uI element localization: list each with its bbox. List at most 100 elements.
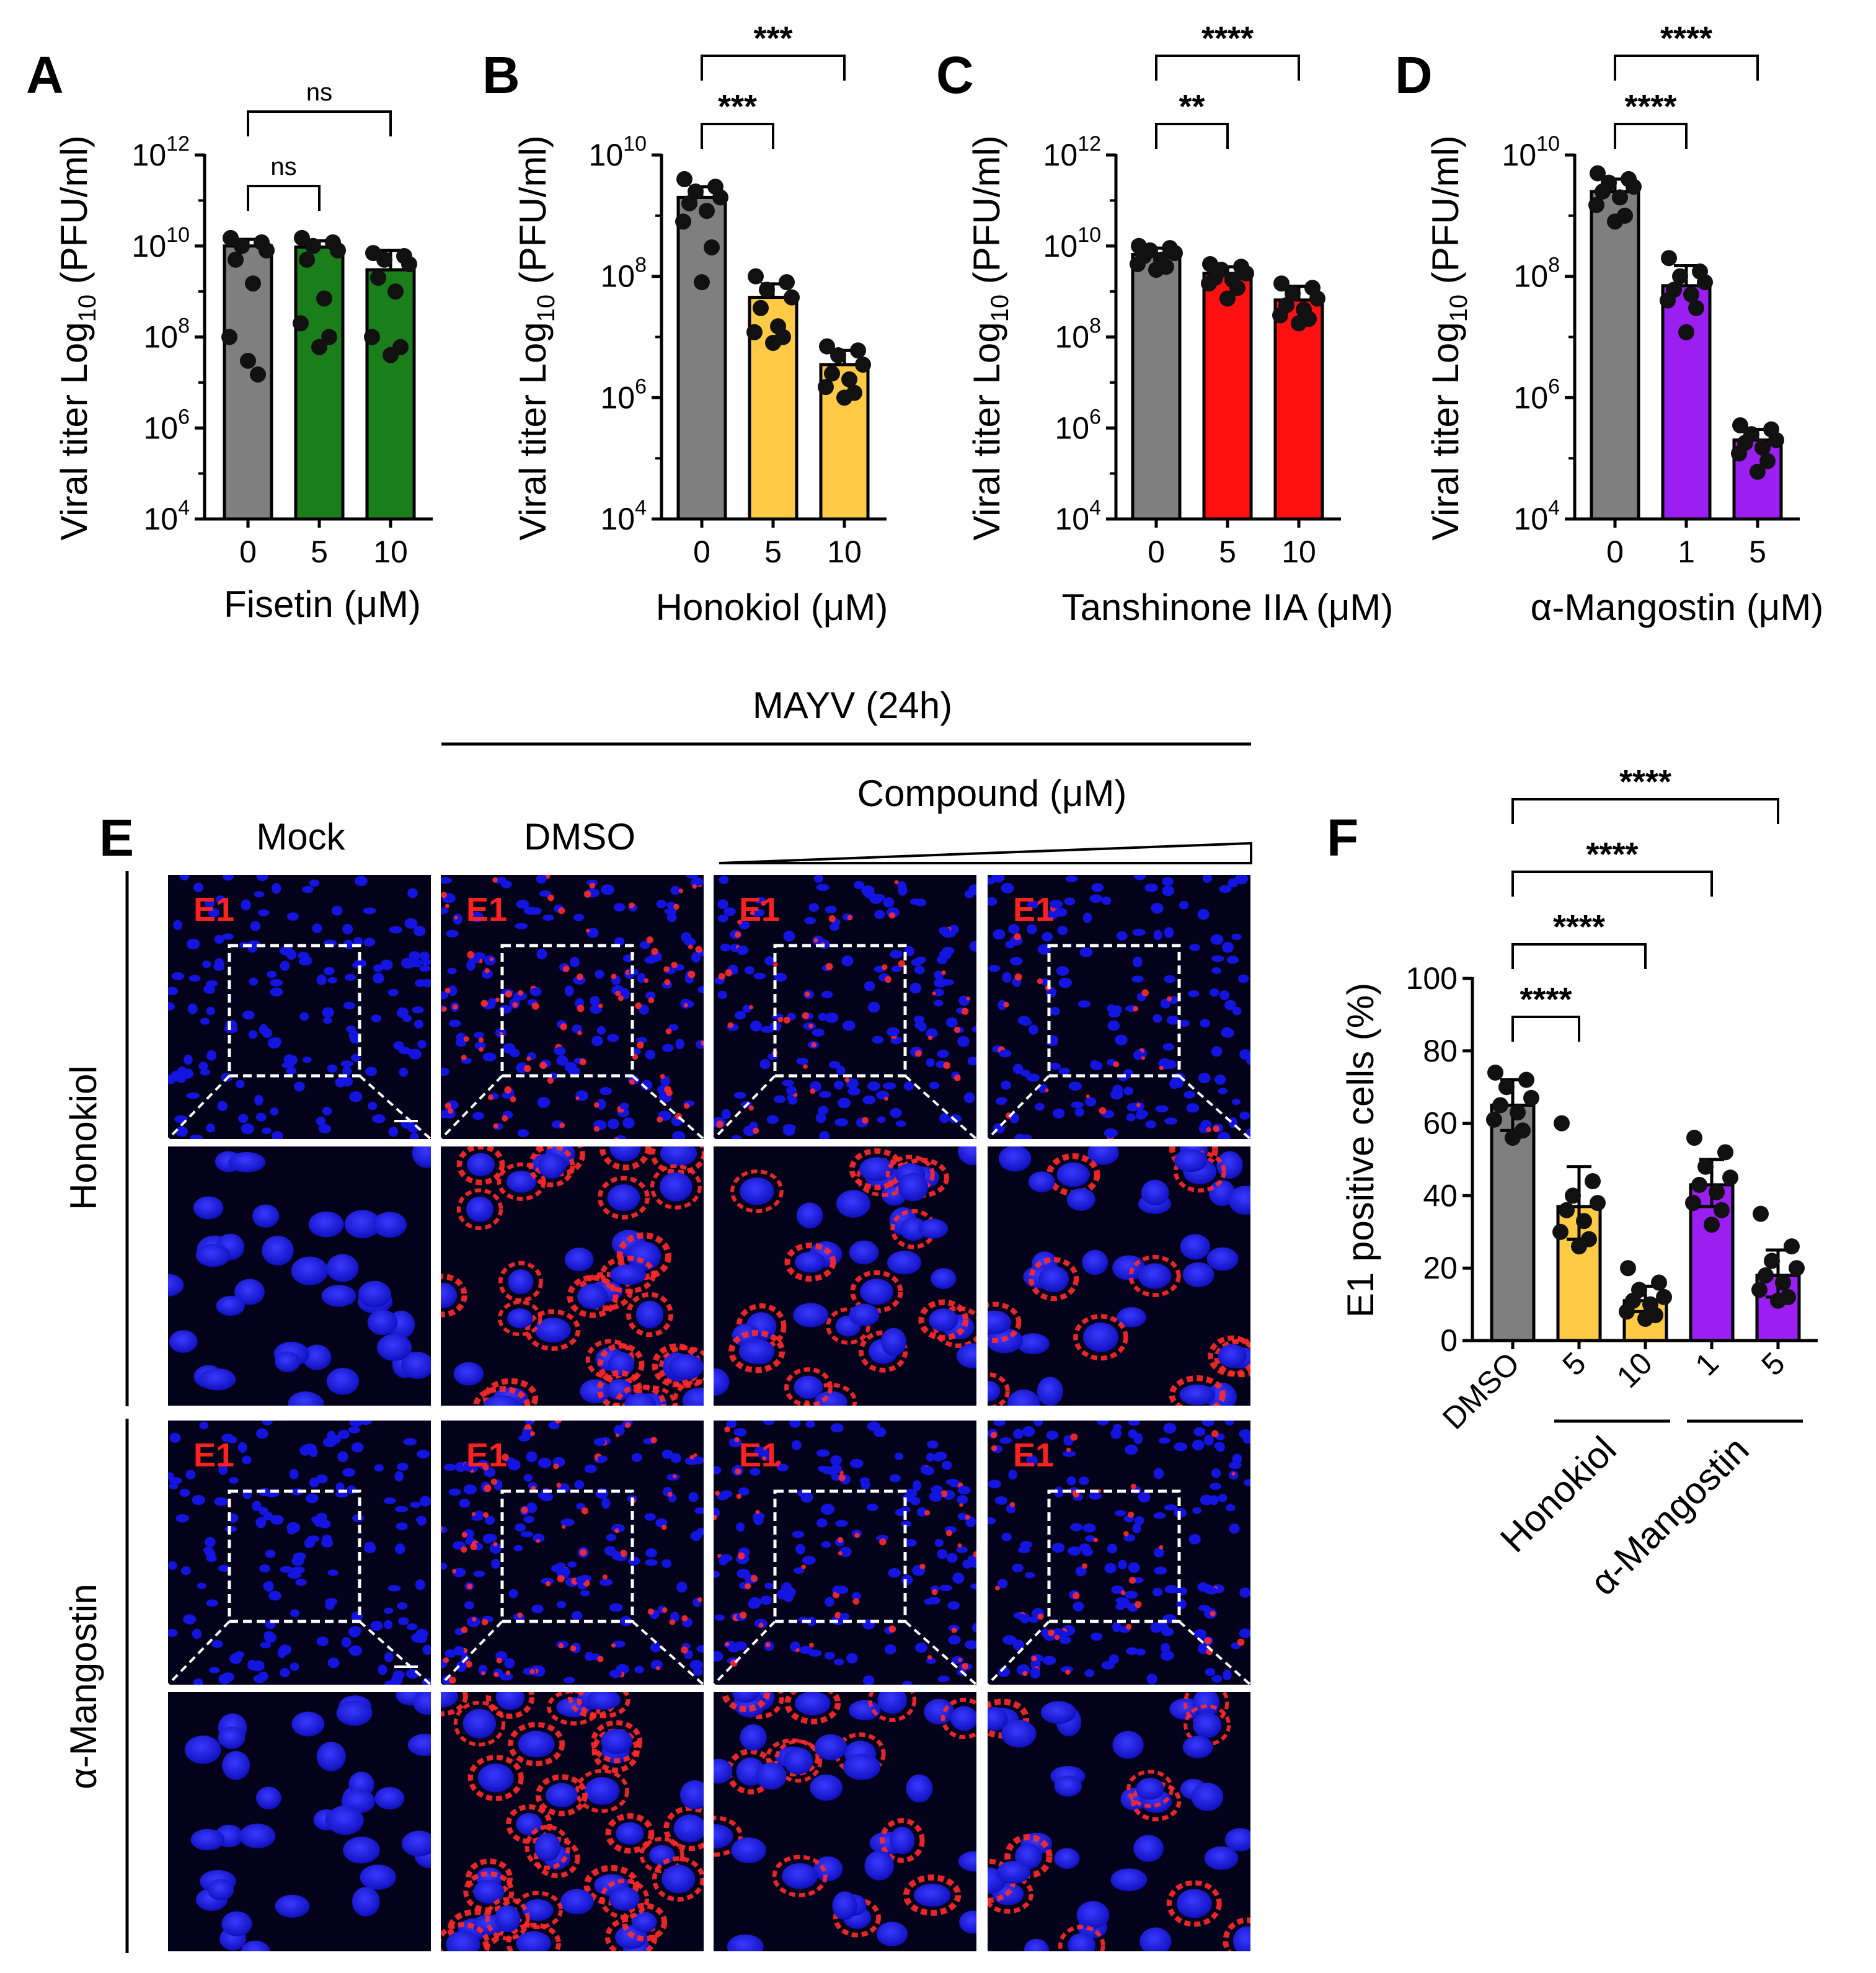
chart-b-ylabel: Viral titer Log10 (PFU/ml): [512, 135, 560, 541]
chart-d-bracket-1: [1614, 55, 1759, 81]
e1-signal: [745, 1583, 751, 1590]
nucleus: [316, 1742, 346, 1771]
nucleus: [302, 1056, 312, 1063]
e1-signal: [504, 1086, 512, 1094]
chart-a: Viral titer Log10 (PFU/ml) Fisetin (μM) …: [53, 79, 433, 625]
e1-signal: [480, 1000, 488, 1007]
nucleus: [927, 1440, 939, 1449]
e1-signal: [1066, 1447, 1071, 1452]
e1-signal: [510, 1096, 516, 1102]
nucleus: [1224, 1828, 1251, 1851]
nucleus: [1214, 1442, 1224, 1450]
e1-signal: [547, 1077, 554, 1084]
nucleus: [327, 1569, 338, 1576]
nucleus: [912, 1480, 922, 1491]
nucleus: [1091, 883, 1104, 892]
nucleus: [307, 1535, 320, 1543]
nucleus: [849, 1303, 880, 1326]
nucleus: [1050, 1007, 1060, 1016]
e1-signal: [1054, 1634, 1060, 1641]
nucleus: [329, 1435, 342, 1444]
nucleus: [690, 1530, 702, 1541]
nucleus: [394, 1471, 404, 1482]
e1-signal: [661, 1607, 668, 1613]
nucleus: [1215, 1074, 1226, 1085]
e1-signal: [678, 888, 684, 893]
e1-signal: [506, 1804, 552, 1844]
e1-signal: [987, 1372, 1010, 1406]
chart-a-significance-0: ns: [270, 153, 296, 180]
nucleus: [195, 1244, 231, 1267]
nucleus: [1076, 1901, 1110, 1929]
e1-signal: [959, 1503, 963, 1507]
e1-signal: [562, 1525, 566, 1529]
nucleus: [934, 1452, 947, 1461]
nucleus: [993, 929, 1006, 940]
e1-signal: [692, 884, 697, 889]
inset-guide-right: [358, 1075, 433, 1141]
nucleus: [368, 1101, 378, 1111]
nucleus: [1226, 955, 1239, 964]
nucleus: [1085, 1535, 1095, 1542]
e1-signal: [629, 1079, 635, 1085]
nucleus: [214, 934, 224, 944]
nucleus: [508, 1459, 521, 1471]
e1-signal: [724, 1426, 730, 1433]
nucleus: [365, 1541, 375, 1548]
e1-signal: [452, 1569, 457, 1574]
nucleus: [909, 982, 922, 994]
nucleus: [738, 1339, 775, 1364]
e1-signal: [656, 1665, 660, 1670]
nucleus: [1156, 1622, 1169, 1631]
e1-signal: [965, 1514, 970, 1520]
concentration-wedge: [719, 841, 1252, 864]
micrograph-r3-c2: [712, 1691, 978, 1953]
nucleus: [513, 1545, 523, 1552]
nucleus: [1057, 926, 1068, 936]
nucleus: [267, 970, 277, 978]
nucleus: [1028, 1171, 1055, 1192]
nucleus: [363, 907, 376, 915]
nucleus: [1164, 1060, 1177, 1070]
e1-signal: [713, 1816, 743, 1857]
e1-signal: [1031, 1656, 1037, 1662]
nucleus: [1107, 1020, 1120, 1031]
nucleus: [880, 1328, 906, 1356]
nucleus: [1224, 1420, 1234, 1426]
chart-f-xtick-label: 10: [1610, 1346, 1659, 1394]
chart-b-point: [779, 274, 795, 291]
nucleus: [759, 1058, 771, 1070]
chart-f-point: [1620, 1260, 1636, 1277]
nucleus: [794, 1567, 805, 1574]
nucleus: [819, 1131, 830, 1140]
nucleus: [417, 1040, 427, 1049]
nucleus: [440, 907, 449, 915]
e1-signal: [496, 1657, 502, 1664]
nucleus: [576, 1502, 585, 1510]
chart-b-point: [681, 195, 697, 211]
nucleus: [401, 957, 415, 969]
chart-c-point: [1309, 290, 1325, 307]
chart-c-bar-1: [1202, 272, 1253, 521]
inset-box: [773, 944, 907, 1078]
nucleus: [335, 1491, 348, 1498]
nucleus: [1117, 1307, 1146, 1328]
nucleus: [1008, 1470, 1017, 1480]
micrograph-border: [440, 874, 705, 1140]
e1-signal: [940, 1698, 977, 1739]
nucleus: [167, 1074, 177, 1084]
nucleus: [609, 1603, 623, 1612]
nucleus: [898, 884, 908, 896]
nucleus: [952, 1572, 965, 1584]
nucleus: [255, 1112, 267, 1122]
nucleus: [955, 1546, 968, 1553]
nucleus: [812, 1028, 825, 1037]
micrograph-content: [167, 1420, 431, 1685]
e1-signal: [531, 1002, 539, 1010]
e1-signal: [481, 1671, 485, 1675]
nucleus: [1082, 1322, 1118, 1352]
nucleus: [256, 874, 268, 881]
chart-a-point: [223, 229, 239, 246]
mayv-header: MAYV (24h): [753, 685, 952, 726]
nucleus: [676, 1581, 688, 1593]
